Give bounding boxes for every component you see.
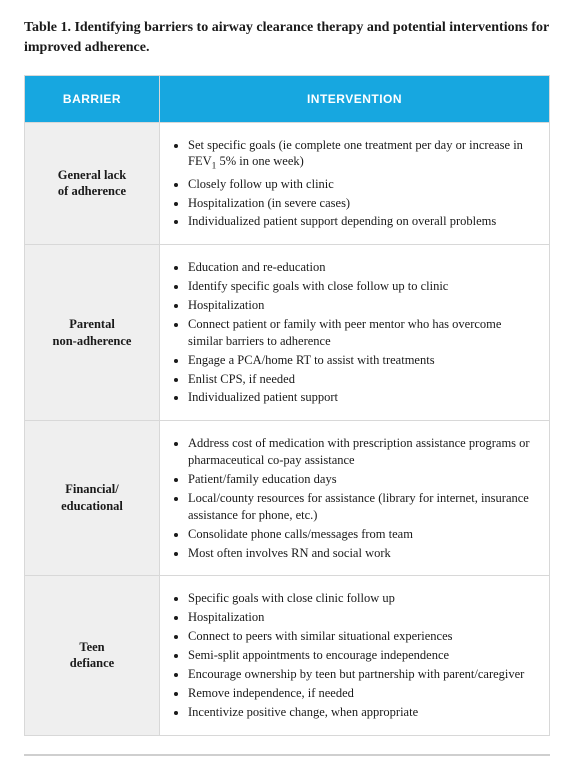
list-item: Hospitalization (in severe cases)	[188, 195, 535, 212]
list-item: Patient/family education days	[188, 471, 535, 488]
table-row: Teendefiance Specific goals with close cl…	[25, 576, 550, 735]
table-row: Parentalnon-adherenceEducation and re-ed…	[25, 245, 550, 421]
intervention-list: Education and re-education Identify speci…	[170, 259, 535, 406]
barrier-cell: General lackof adherence	[25, 122, 160, 245]
intervention-cell: Set specific goals (ie complete one trea…	[160, 122, 550, 245]
barriers-table: BARRIER INTERVENTION General lackof adhe…	[24, 75, 550, 736]
intervention-cell: Address cost of medication with prescrip…	[160, 421, 550, 576]
list-item: Connect patient or family with peer ment…	[188, 316, 535, 350]
list-item: Most often involves RN and social work	[188, 545, 535, 562]
list-item: Set specific goals (ie complete one trea…	[188, 137, 535, 174]
list-item: Hospitalization	[188, 297, 535, 314]
barrier-cell: Teendefiance	[25, 576, 160, 735]
list-item: Semi-split appointments to encourage ind…	[188, 647, 535, 664]
intervention-list: Specific goals with close clinic follow …	[170, 590, 535, 720]
list-item: Enlist CPS, if needed	[188, 371, 535, 388]
table-row: General lackof adherence Set specific goa…	[25, 122, 550, 245]
intervention-list: Address cost of medication with prescrip…	[170, 435, 535, 561]
list-item: Individualized patient support	[188, 389, 535, 406]
intervention-list: Set specific goals (ie complete one trea…	[170, 137, 535, 231]
list-item: Connect to peers with similar situationa…	[188, 628, 535, 645]
list-item: Address cost of medication with prescrip…	[188, 435, 535, 469]
list-item: Education and re-education	[188, 259, 535, 276]
list-item: Consolidate phone calls/messages from te…	[188, 526, 535, 543]
list-item: Engage a PCA/home RT to assist with trea…	[188, 352, 535, 369]
col-header-intervention: INTERVENTION	[160, 75, 550, 122]
barrier-cell: Parentalnon-adherence	[25, 245, 160, 421]
intervention-cell: Specific goals with close clinic follow …	[160, 576, 550, 735]
intervention-cell: Education and re-education Identify speci…	[160, 245, 550, 421]
col-header-barrier: BARRIER	[25, 75, 160, 122]
table-header-row: BARRIER INTERVENTION	[25, 75, 550, 122]
table-row: Financial/educational Address cost of med…	[25, 421, 550, 576]
list-item: Local/county resources for assistance (l…	[188, 490, 535, 524]
list-item: Specific goals with close clinic follow …	[188, 590, 535, 607]
list-item: Remove independence, if needed	[188, 685, 535, 702]
footer-rule	[24, 754, 550, 756]
table-body: General lackof adherence Set specific goa…	[25, 122, 550, 735]
list-item: Individualized patient support depending…	[188, 213, 535, 230]
list-item: Encourage ownership by teen but partners…	[188, 666, 535, 683]
barrier-cell: Financial/educational	[25, 421, 160, 576]
list-item: Hospitalization	[188, 609, 535, 626]
list-item: Identify specific goals with close follo…	[188, 278, 535, 295]
list-item: Closely follow up with clinic	[188, 176, 535, 193]
list-item: Incentivize positive change, when approp…	[188, 704, 535, 721]
table-title: Table 1. Identifying barriers to airway …	[24, 18, 550, 59]
